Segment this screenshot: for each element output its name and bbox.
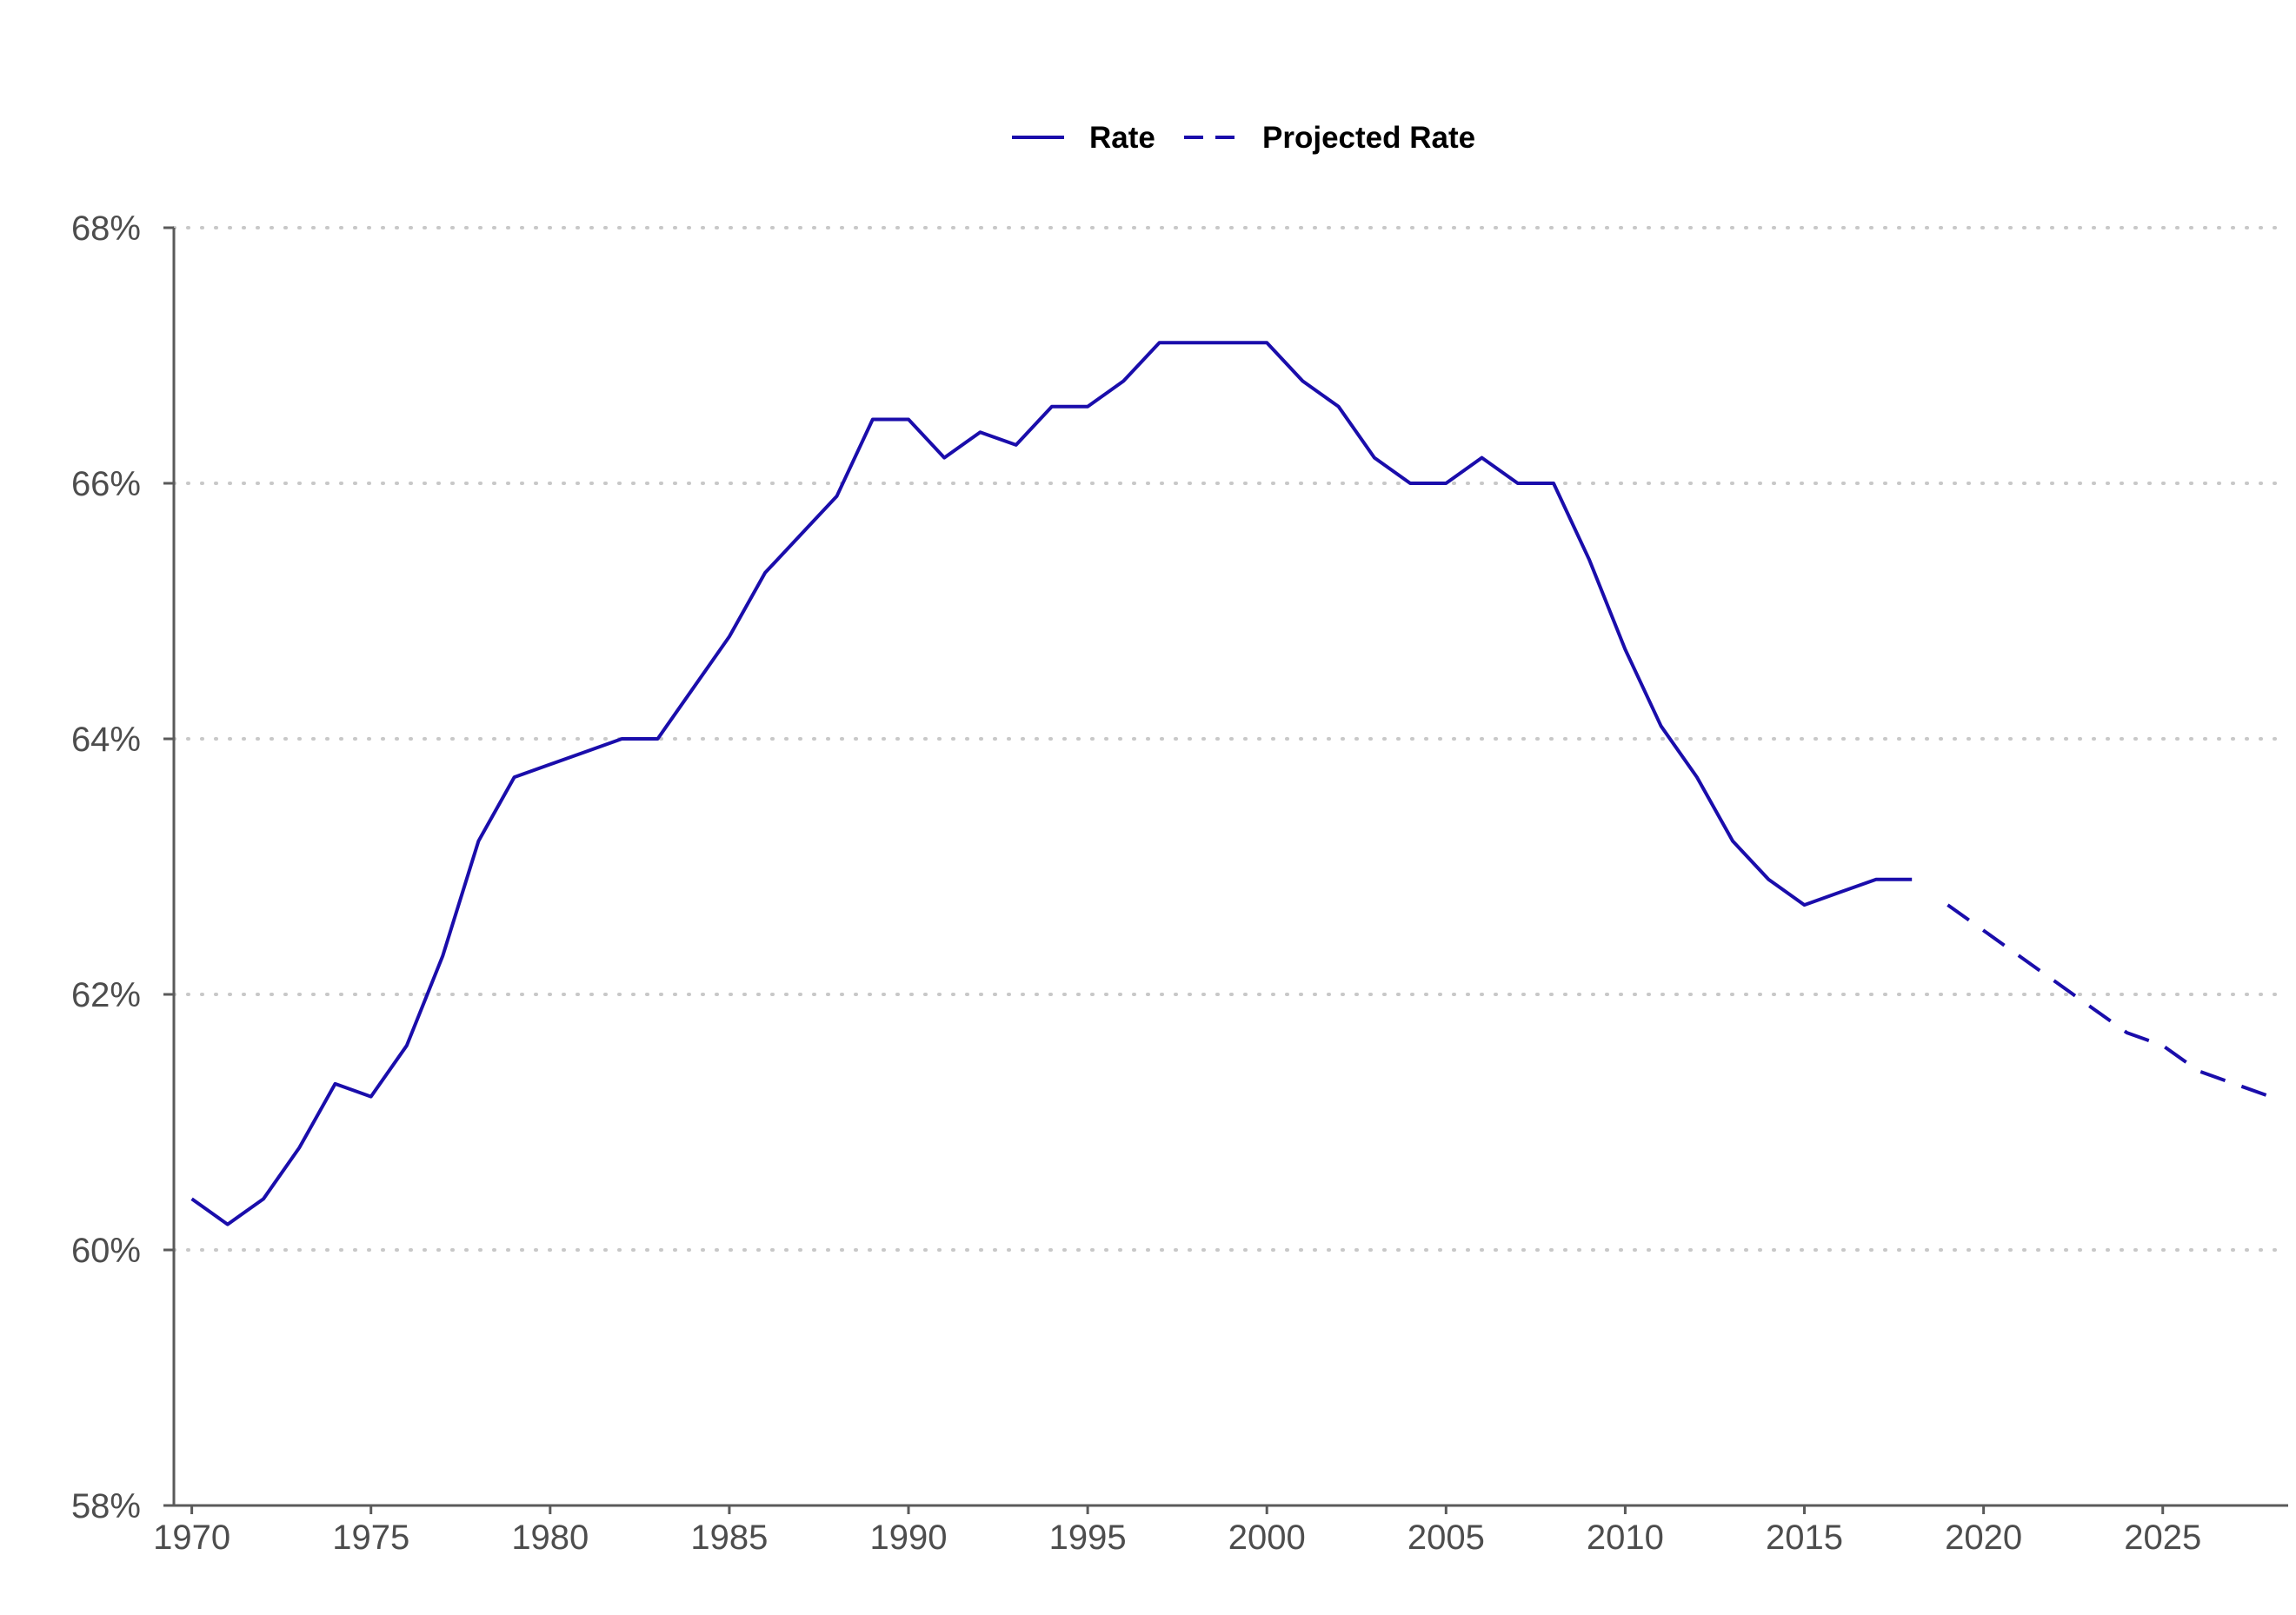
x-tick-label: 2005 xyxy=(1408,1519,1485,1557)
x-tick-label: 1985 xyxy=(690,1519,768,1557)
y-tick-label: 66% xyxy=(71,465,141,503)
series-line-rate xyxy=(190,341,1913,1226)
series-line-projected-rate xyxy=(1947,903,2272,1099)
x-tick-label: 1970 xyxy=(153,1519,230,1557)
y-tick-label: 58% xyxy=(71,1487,141,1525)
x-tick-label: 2015 xyxy=(1766,1519,1843,1557)
grid-lines xyxy=(172,226,2290,1252)
y-axis-ticks: 58% 60% 62% 64% 66% 68% xyxy=(71,209,174,1525)
legend-item-projected-rate[interactable]: Projected Rate xyxy=(1184,121,1475,155)
x-tick-label: 1995 xyxy=(1049,1519,1127,1557)
x-tick-label: 2020 xyxy=(1945,1519,2022,1557)
y-tick-label: 68% xyxy=(71,209,141,248)
legend-label-rate: Rate xyxy=(1089,121,1155,155)
x-tick-label: 2025 xyxy=(2124,1519,2201,1557)
x-tick-label: 2000 xyxy=(1228,1519,1306,1557)
x-tick-label: 1975 xyxy=(332,1519,409,1557)
y-tick-label: 60% xyxy=(71,1232,141,1270)
x-tick-label: 1990 xyxy=(870,1519,948,1557)
legend-item-rate[interactable]: Rate xyxy=(1012,121,1155,155)
x-tick-label: 1980 xyxy=(511,1519,589,1557)
y-tick-label: 62% xyxy=(71,976,141,1014)
legend: Rate Projected Rate xyxy=(1012,121,1475,155)
x-axis-ticks: 1970 1975 1980 1985 1990 1995 2000 2005 2010 2015… xyxy=(153,1505,2201,1557)
legend-label-projected-rate: Projected Rate xyxy=(1262,121,1475,155)
series-layer xyxy=(190,341,2272,1226)
y-tick-label: 64% xyxy=(71,721,141,759)
x-tick-label: 2010 xyxy=(1587,1519,1664,1557)
